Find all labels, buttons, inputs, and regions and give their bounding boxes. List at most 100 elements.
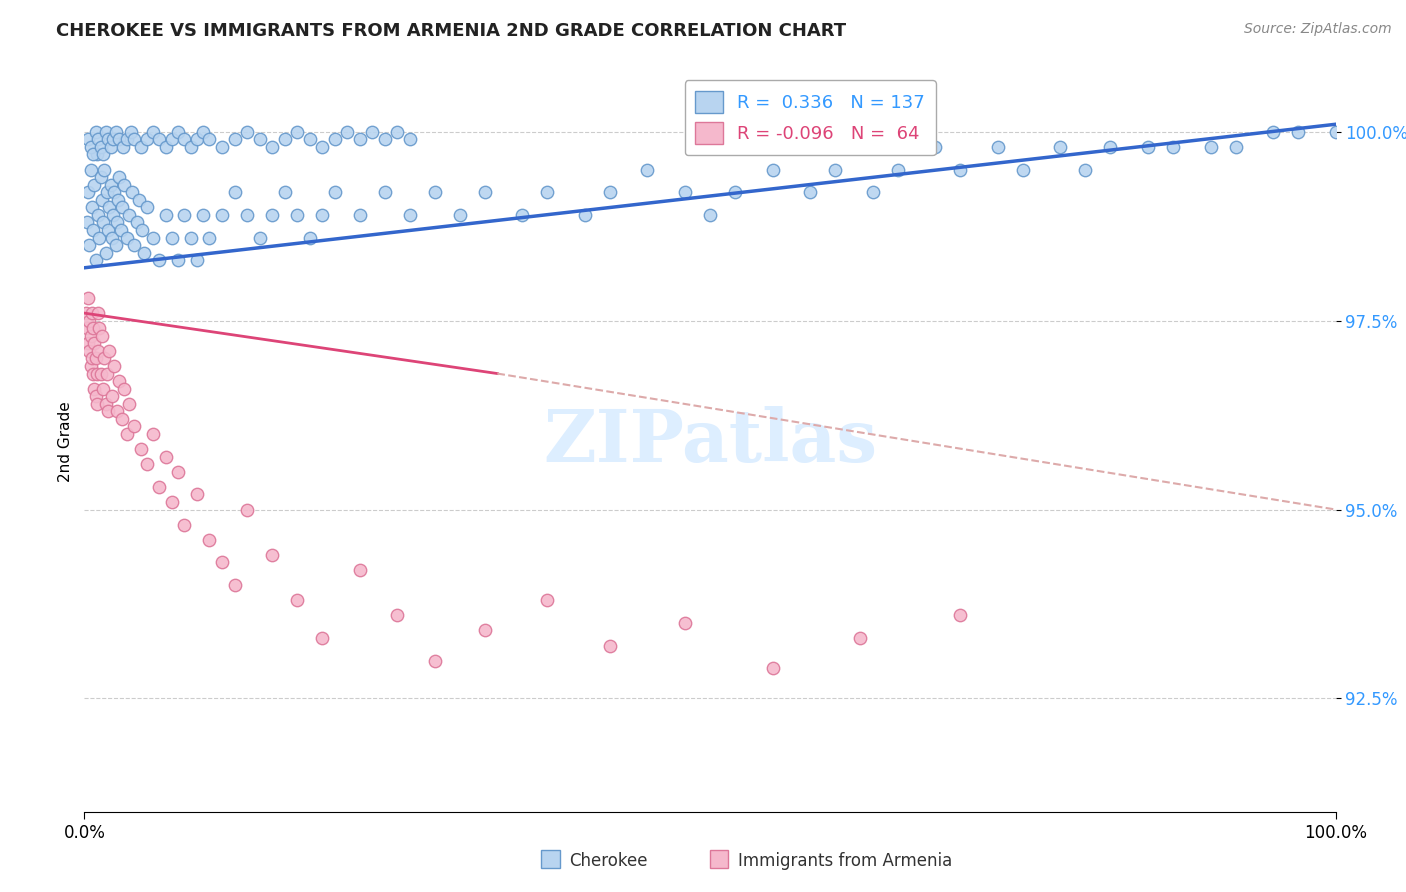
Point (91, 382, 114, 396)
Point (236, 208, 259, 222)
Point (83, 382, 105, 396)
Point (77, 186, 100, 200)
Point (1286, 125, 1309, 139)
Point (285, 593, 308, 607)
Point (112, 178, 135, 192)
Point (76, 321, 98, 335)
Point (89, 321, 111, 335)
Point (385, 125, 409, 139)
Point (173, 208, 195, 222)
Point (167, 253, 190, 268)
Point (115, 132, 138, 146)
Point (108, 170, 131, 185)
Point (423, 654, 446, 668)
Point (673, 615, 696, 630)
Point (512, 208, 534, 222)
Point (799, 186, 821, 200)
Point (105, 404, 128, 418)
Point (323, 186, 346, 200)
Point (249, 132, 271, 146)
Point (96, 186, 118, 200)
Point (186, 132, 208, 146)
Point (211, 556, 233, 570)
Point (84, 389, 107, 403)
Point (90, 367, 112, 381)
Point (311, 208, 333, 222)
Point (136, 200, 159, 214)
Point (987, 140, 1010, 154)
Point (385, 608, 409, 623)
Point (1049, 140, 1071, 154)
Point (449, 208, 471, 222)
Point (762, 661, 785, 675)
Point (80, 306, 103, 320)
Point (536, 186, 558, 200)
Point (1225, 140, 1247, 154)
Point (762, 162, 785, 177)
Point (94, 245, 117, 260)
Point (349, 563, 371, 577)
Point (824, 162, 846, 177)
Point (273, 186, 295, 200)
Point (862, 186, 884, 200)
Point (131, 223, 153, 237)
Point (91, 215, 114, 229)
Point (77, 291, 100, 305)
Point (298, 230, 321, 244)
Point (82, 367, 104, 381)
Point (236, 125, 259, 139)
Point (1263, 125, 1285, 139)
Point (98, 343, 121, 358)
Point (599, 639, 621, 653)
Point (349, 132, 371, 146)
Point (236, 502, 259, 516)
Point (82, 223, 104, 237)
Point (98, 200, 121, 214)
Point (361, 125, 384, 139)
Point (699, 208, 721, 222)
Point (673, 186, 696, 200)
Point (77, 336, 100, 351)
Point (311, 631, 333, 645)
Point (105, 215, 128, 229)
Point (79, 162, 101, 177)
Point (129, 442, 152, 456)
Point (173, 132, 195, 146)
Point (374, 186, 396, 200)
Point (1161, 140, 1184, 154)
Point (107, 193, 129, 207)
Point (112, 140, 135, 154)
Text: Cherokee: Cherokee (569, 852, 648, 870)
Point (374, 132, 396, 146)
Point (82, 147, 104, 161)
Point (104, 238, 127, 252)
Point (186, 487, 208, 501)
Point (79, 328, 101, 343)
Point (180, 140, 202, 154)
Point (125, 215, 148, 229)
Point (87, 306, 110, 320)
Point (273, 132, 295, 146)
Point (398, 208, 420, 222)
Point (186, 253, 208, 268)
Y-axis label: 2nd Grade: 2nd Grade (58, 401, 73, 482)
Point (1074, 162, 1097, 177)
Point (160, 230, 183, 244)
Point (129, 140, 152, 154)
Point (111, 200, 134, 214)
Point (84, 351, 107, 366)
Point (86, 367, 108, 381)
Point (77, 132, 100, 146)
Point (1199, 140, 1222, 154)
Point (94, 397, 117, 411)
Point (76, 215, 98, 229)
Point (574, 208, 596, 222)
Point (924, 140, 946, 154)
Point (398, 132, 420, 146)
Point (249, 230, 271, 244)
Point (536, 593, 558, 607)
Text: Source: ZipAtlas.com: Source: ZipAtlas.com (1244, 22, 1392, 37)
Point (79, 238, 101, 252)
Point (93, 162, 115, 177)
Point (849, 631, 872, 645)
